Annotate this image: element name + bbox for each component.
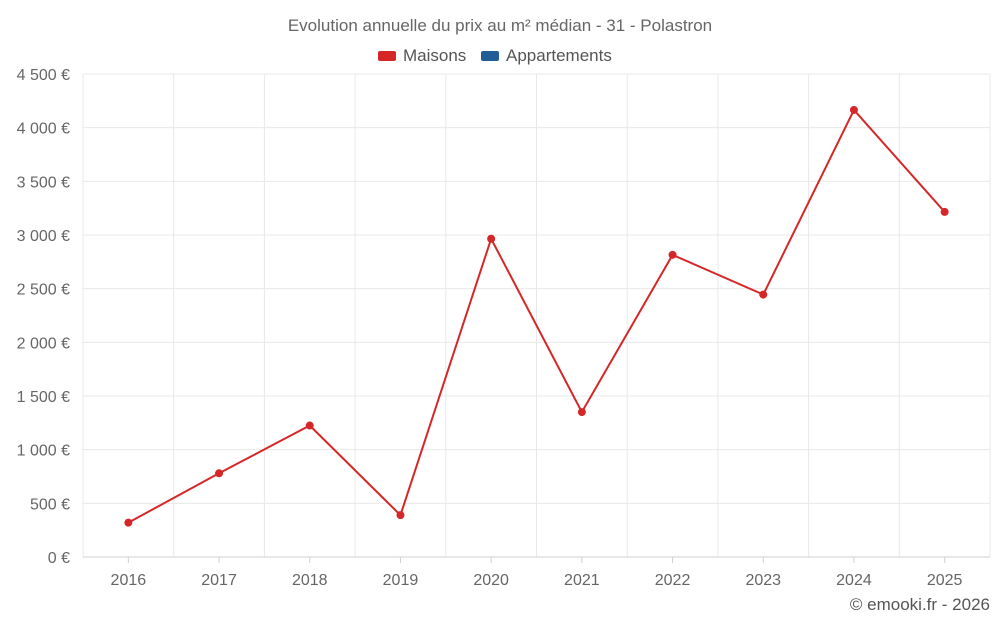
- legend-item-maisons[interactable]: Maisons: [378, 46, 466, 65]
- data-point[interactable]: [849, 105, 858, 114]
- y-tick-label: 2 000 €: [17, 335, 70, 352]
- legend-label-maisons: Maisons: [403, 46, 466, 65]
- y-tick-label: 1 000 €: [17, 443, 70, 460]
- data-point[interactable]: [940, 207, 949, 216]
- x-tick-label: 2016: [111, 572, 147, 589]
- legend-swatch-maisons: [378, 51, 396, 61]
- x-axis-ticks: 2016 2017 2018 2019 2020 2021 2022 2023 2024 2025: [111, 557, 963, 589]
- x-tick-label: 2025: [927, 572, 963, 589]
- y-tick-label: 500 €: [30, 496, 70, 513]
- x-tick-label: 2020: [473, 572, 509, 589]
- y-tick-label: 1 500 €: [17, 389, 70, 406]
- data-point[interactable]: [396, 511, 405, 520]
- y-tick-label: 3 000 €: [17, 228, 70, 245]
- data-point[interactable]: [487, 234, 496, 243]
- data-point[interactable]: [668, 250, 677, 259]
- x-tick-label: 2024: [836, 572, 872, 589]
- legend-item-appartements[interactable]: Appartements: [481, 46, 612, 65]
- x-tick-label: 2019: [383, 572, 419, 589]
- legend: Maisons Appartements: [378, 46, 612, 65]
- data-point[interactable]: [577, 408, 586, 417]
- x-tick-label: 2022: [655, 572, 691, 589]
- legend-label-appartements: Appartements: [506, 46, 612, 65]
- x-gridlines: [82, 74, 991, 557]
- y-tick-label: 2 500 €: [17, 282, 70, 299]
- y-tick-label: 3 500 €: [17, 174, 70, 191]
- data-point[interactable]: [305, 421, 314, 430]
- x-tick-label: 2017: [201, 572, 237, 589]
- data-point[interactable]: [759, 290, 768, 299]
- x-tick-label: 2021: [564, 572, 600, 589]
- x-tick-label: 2018: [292, 572, 328, 589]
- credit-text: © emooki.fr - 2026: [850, 595, 990, 614]
- x-tick-label: 2023: [745, 572, 781, 589]
- y-tick-label: 4 500 €: [17, 67, 70, 84]
- data-point[interactable]: [215, 469, 224, 478]
- data-point[interactable]: [124, 518, 133, 527]
- chart-title: Evolution annuelle du prix au m² médian …: [288, 16, 712, 35]
- series-maisons: [124, 105, 949, 527]
- y-axis-ticks: 0 € 500 € 1 000 € 1 500 € 2 000 € 2 500 € 3 00…: [17, 67, 70, 567]
- y-tick-label: 4 000 €: [17, 121, 70, 138]
- series-line-maisons: [127, 108, 946, 524]
- legend-swatch-appartements: [481, 51, 499, 61]
- y-tick-label: 0 €: [48, 550, 70, 567]
